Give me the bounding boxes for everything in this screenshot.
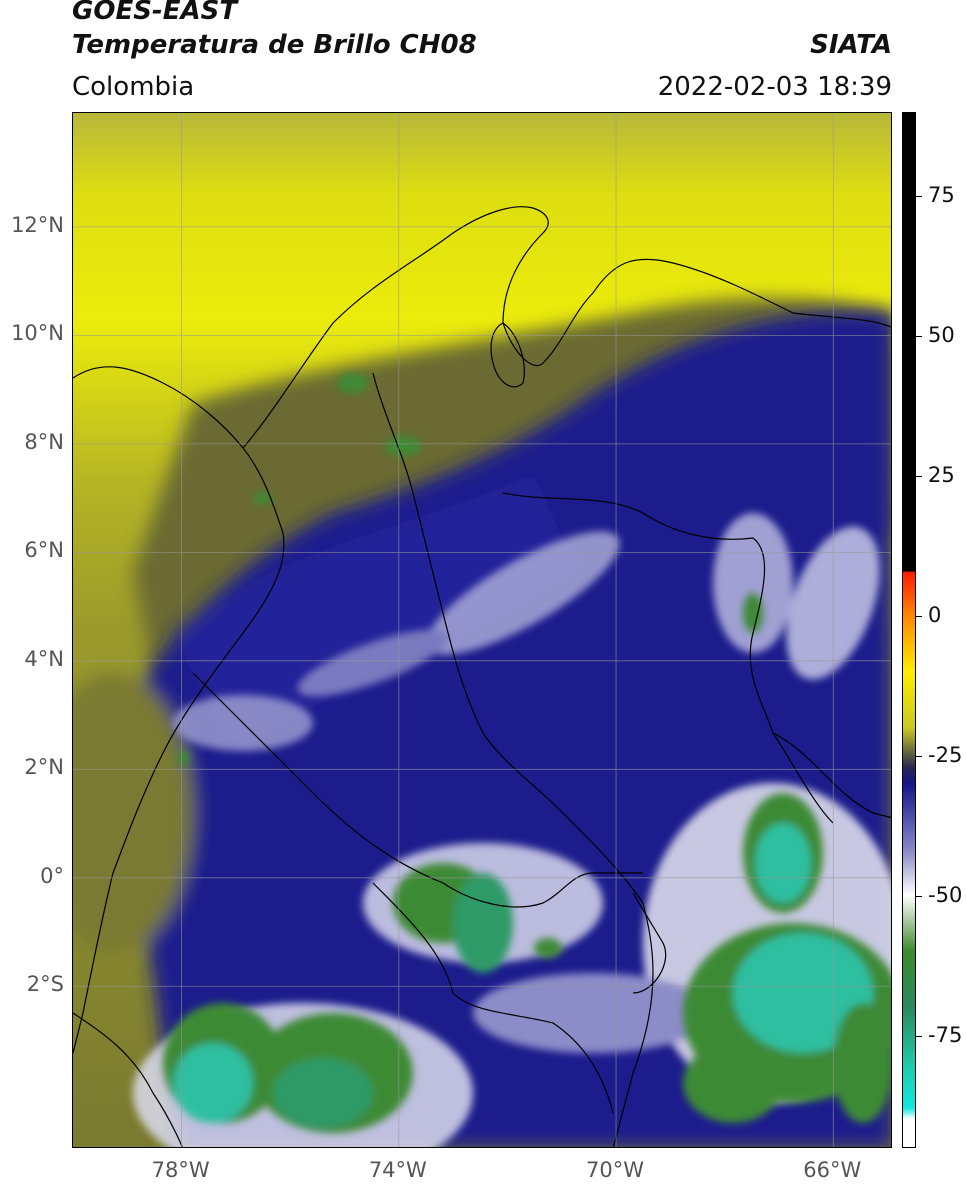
colorbar-tick — [916, 1036, 922, 1037]
colorbar-tick — [916, 196, 922, 197]
colorbar — [902, 112, 916, 1148]
colorbar-tick-label: -75 — [928, 1023, 963, 1047]
colorbar-tick — [916, 336, 922, 337]
borders-coastlines — [73, 206, 891, 1147]
lat-tick-label: 6°N — [24, 538, 64, 563]
lon-tick-label: 74°W — [368, 1158, 427, 1182]
colorbar-tick-label: 0 — [928, 603, 942, 627]
lat-tick-label: 12°N — [11, 212, 64, 237]
colorbar-tick-label: 75 — [928, 183, 955, 207]
lat-tick-label: 2°S — [26, 972, 64, 997]
colorbar-tick — [916, 896, 922, 897]
colorbar-tick — [916, 476, 922, 477]
graticule — [73, 113, 891, 1147]
region-label: Colombia — [72, 72, 195, 102]
satellite-title: GOES-EAST — [72, 0, 238, 26]
lon-tick-label: 70°W — [586, 1158, 645, 1182]
colorbar-tick — [916, 616, 922, 617]
colorbar-tick-label: 50 — [928, 323, 955, 347]
colorbar-tick — [916, 756, 922, 757]
satellite-map[interactable] — [72, 112, 892, 1148]
lon-tick-label: 66°W — [803, 1158, 862, 1182]
lon-tick-label: 78°W — [151, 1158, 210, 1182]
brightness-temperature-field — [73, 113, 891, 1147]
lat-tick-label: 0° — [40, 863, 64, 888]
product-title: Temperatura de Brillo CH08 — [72, 30, 477, 60]
deep-convection-cores — [163, 373, 891, 1133]
lat-tick-label: 4°N — [24, 646, 64, 671]
lat-tick-label: 8°N — [24, 429, 64, 454]
agency-label: SIATA — [810, 30, 892, 60]
colorbar-tick-label: -25 — [928, 743, 963, 767]
colorbar-tick-label: -50 — [928, 883, 963, 907]
lat-tick-label: 10°N — [11, 321, 64, 346]
timestamp-label: 2022-02-03 18:39 — [657, 72, 892, 102]
lat-tick-label: 2°N — [24, 755, 64, 780]
colorbar-tick-label: 25 — [928, 463, 955, 487]
